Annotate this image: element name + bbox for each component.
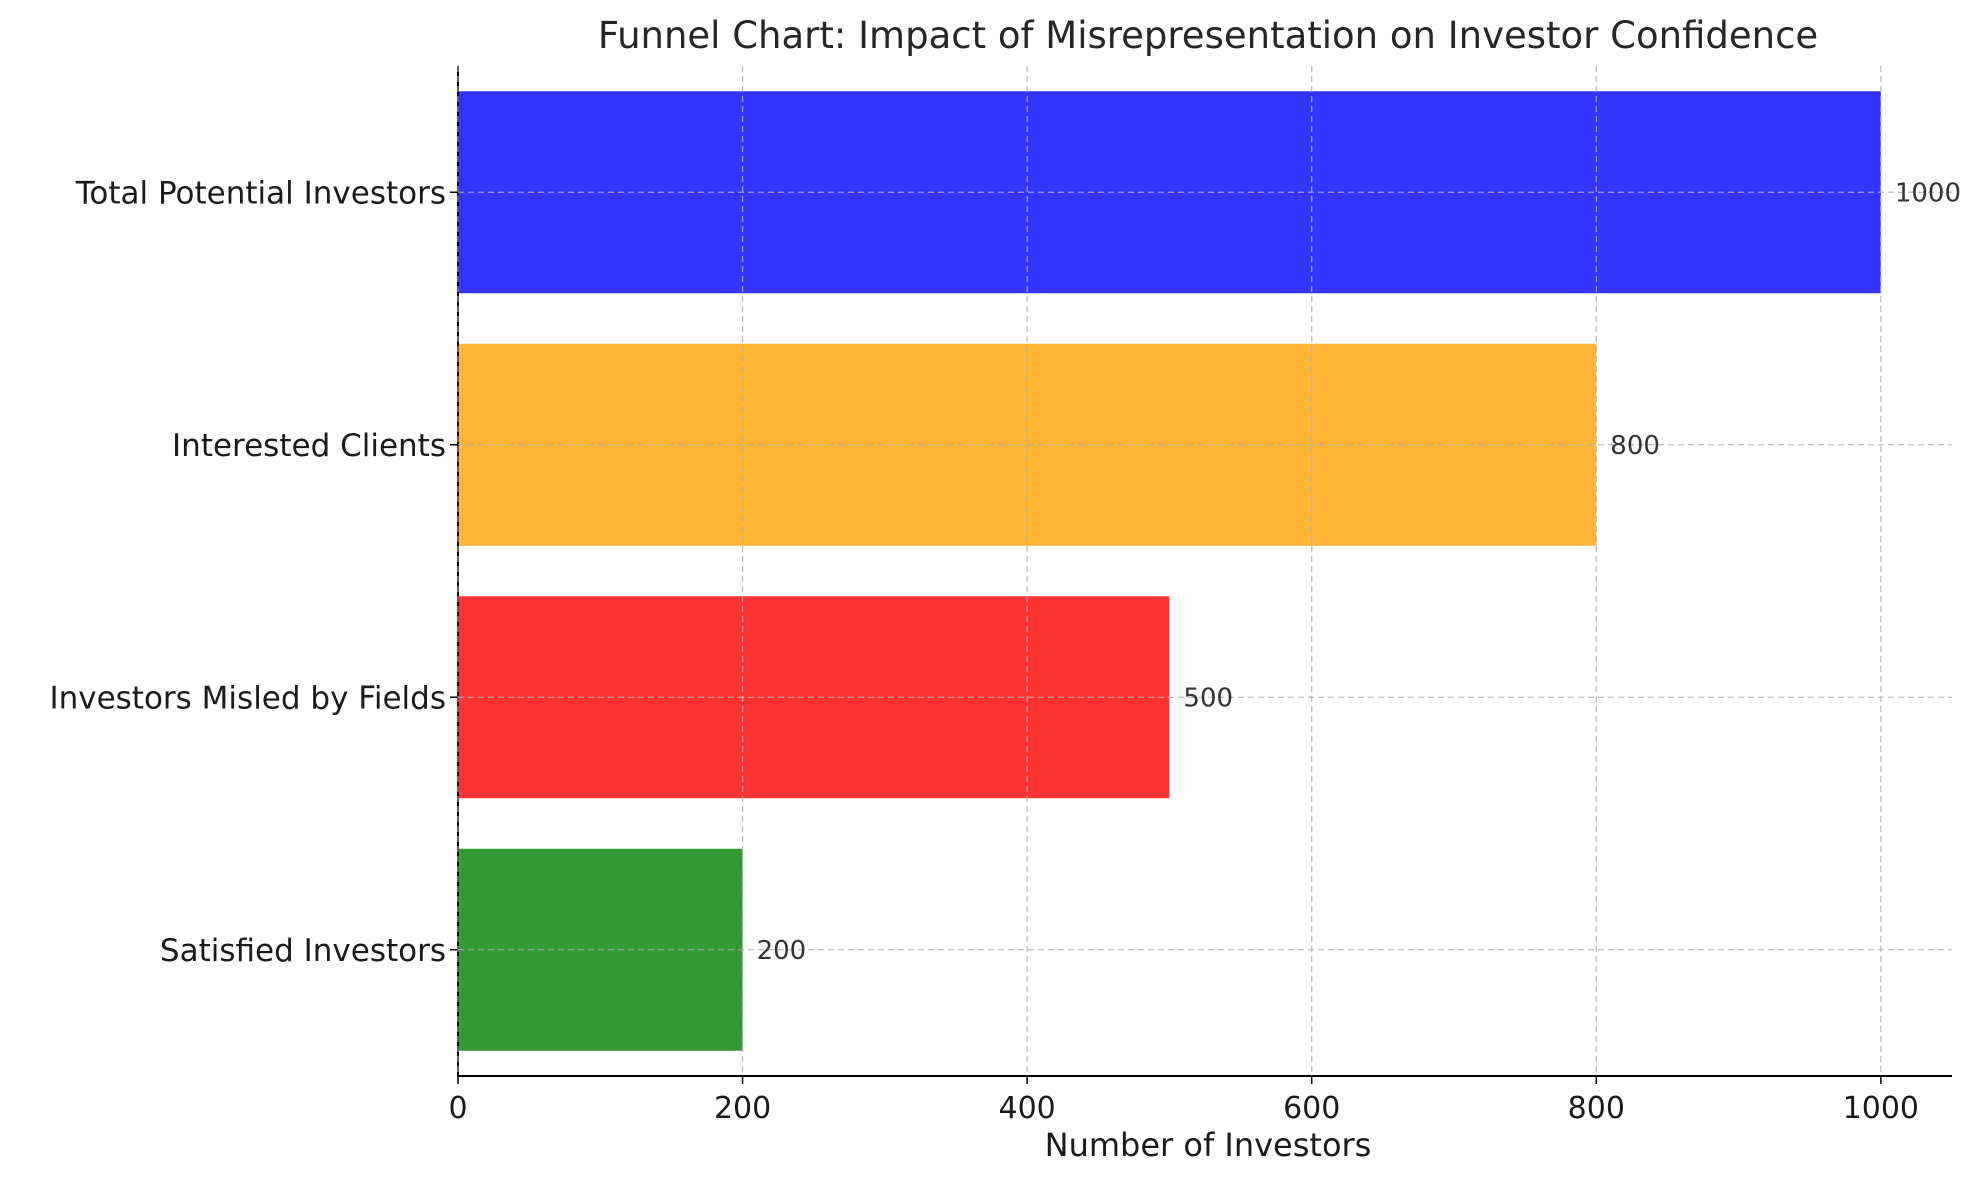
x-tick-label-0: 0 [448, 1091, 467, 1126]
data-label-2: 500 [1183, 683, 1233, 713]
x-tick-label-1: 200 [714, 1091, 771, 1126]
x-tick-label-2: 400 [999, 1091, 1056, 1126]
data-labels: 1000 800 500 200 [757, 178, 1961, 966]
x-tick-label-3: 600 [1283, 1091, 1340, 1126]
x-tick-label-5: 1000 [1843, 1091, 1919, 1126]
bars [458, 91, 1881, 1051]
x-axis-label: Number of Investors [1045, 1126, 1372, 1164]
data-label-1: 800 [1610, 431, 1660, 461]
y-tick-label-2: Investors Misled by Fields [49, 680, 446, 716]
y-tick-label-3: Satisfied Investors [160, 933, 446, 969]
grid-lines [457, 66, 1952, 1076]
y-tick-label-0: Total Potential Investors [75, 175, 446, 211]
chart-title: Funnel Chart: Impact of Misrepresentatio… [598, 14, 1818, 57]
data-label-0: 1000 [1895, 178, 1961, 208]
x-tick-label-4: 800 [1568, 1091, 1625, 1126]
y-tick-label-1: Interested Clients [172, 428, 446, 464]
data-label-3: 200 [757, 936, 807, 966]
